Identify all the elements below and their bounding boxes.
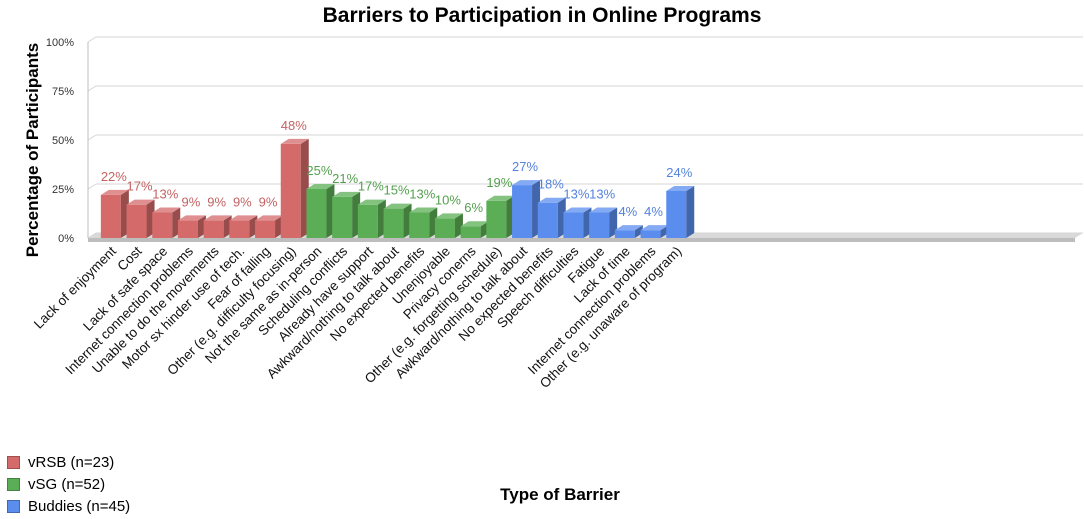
bar — [666, 190, 687, 238]
gridline-depth — [87, 232, 97, 239]
bar-top — [203, 215, 232, 221]
y-tick-label: 100% — [46, 37, 74, 49]
bar-top — [332, 191, 361, 197]
legend-label-vrsb: vRSB (n=23) — [28, 453, 115, 471]
bar-top — [434, 213, 463, 219]
x-axis-label: Type of Barrier — [500, 485, 620, 504]
gridline-depth — [87, 183, 97, 190]
bar-top — [100, 189, 129, 195]
bar — [563, 212, 584, 238]
bar-top — [512, 180, 541, 186]
bar-value-label: 13% — [589, 187, 615, 202]
bar — [589, 212, 610, 238]
bar — [434, 218, 455, 238]
legend-swatch-buddies — [7, 499, 20, 513]
bar-top — [486, 195, 515, 201]
bar-top — [460, 221, 489, 227]
bar — [357, 204, 378, 238]
bar — [383, 208, 404, 238]
bar-top — [537, 197, 566, 203]
bar-value-label: 6% — [464, 200, 483, 215]
legend-item-vrsb: vRSB (n=23) — [7, 451, 130, 473]
bar — [537, 202, 558, 238]
bar-top — [666, 185, 695, 191]
bar — [409, 212, 430, 238]
bar-value-label: 22% — [101, 169, 127, 184]
chart-floor-edge — [88, 238, 1075, 242]
bar — [614, 230, 635, 238]
legend-swatch-vsg — [7, 477, 20, 491]
bar-top — [177, 215, 206, 221]
y-tick-label: 0% — [58, 233, 74, 245]
legend: vRSB (n=23) vSG (n=52) Buddies (n=45) — [7, 451, 130, 517]
bar-value-label: 27% — [512, 159, 538, 174]
bar-top — [640, 225, 669, 231]
bar-top — [126, 199, 155, 205]
bar-value-label: 17% — [127, 179, 153, 194]
bar — [100, 194, 121, 238]
bar-side — [686, 185, 695, 238]
bar-top — [589, 207, 618, 213]
bar-value-label: 4% — [644, 204, 663, 219]
y-tick-label: 75% — [52, 86, 74, 98]
bar — [152, 212, 173, 238]
bar-top — [383, 203, 412, 209]
bar-top — [280, 138, 309, 144]
bar-value-label: 21% — [332, 171, 358, 186]
bar-top — [614, 225, 643, 231]
bar-top — [152, 207, 181, 213]
gridline-depth — [87, 85, 97, 92]
bar-top — [229, 215, 258, 221]
bar — [640, 230, 661, 238]
legend-item-vsg: vSG (n=52) — [7, 473, 130, 495]
gridline-depth — [87, 36, 97, 43]
bar-value-label: 13% — [409, 187, 435, 202]
chart-title: Barriers to Participation in Online Prog… — [322, 4, 762, 27]
bar — [203, 220, 224, 238]
bar — [332, 196, 353, 238]
bar-value-label: 15% — [384, 183, 410, 198]
bar-side — [634, 225, 643, 238]
bar-top — [306, 184, 335, 189]
bar — [306, 189, 327, 238]
bar-value-label: 24% — [666, 165, 692, 180]
legend-item-buddies: Buddies (n=45) — [7, 495, 130, 517]
bar — [255, 220, 276, 238]
bar-value-label: 10% — [435, 192, 461, 207]
bar-value-label: 9% — [207, 194, 226, 209]
bar-value-label: 48% — [281, 118, 307, 133]
bar — [229, 220, 250, 238]
bar-value-label: 13% — [563, 187, 589, 202]
bar-value-label: 17% — [358, 179, 384, 194]
bar — [177, 220, 198, 238]
bar-top — [255, 215, 284, 221]
gridline-depth — [87, 134, 97, 141]
bar-value-label: 9% — [182, 194, 201, 209]
bar — [512, 185, 533, 238]
bar — [486, 200, 507, 238]
legend-swatch-vrsb — [7, 455, 20, 469]
bar-top — [357, 199, 386, 205]
bar-value-label: 19% — [486, 175, 512, 190]
legend-label-vsg: vSG (n=52) — [28, 475, 106, 493]
bar-value-label: 25% — [306, 163, 332, 178]
legend-label-buddies: Buddies (n=45) — [28, 497, 131, 515]
bar-value-label: 9% — [233, 194, 252, 209]
bar — [126, 204, 147, 238]
bar-value-label: 13% — [152, 187, 178, 202]
y-tick-label: 50% — [52, 135, 74, 147]
bar-value-label: 9% — [259, 194, 278, 209]
bar — [460, 226, 481, 238]
bar-value-label: 4% — [618, 204, 637, 219]
y-tick-label: 25% — [52, 184, 74, 196]
bar — [280, 143, 301, 238]
bar-top — [409, 207, 438, 213]
bar-value-label: 18% — [538, 177, 564, 192]
bar-top — [563, 207, 592, 213]
